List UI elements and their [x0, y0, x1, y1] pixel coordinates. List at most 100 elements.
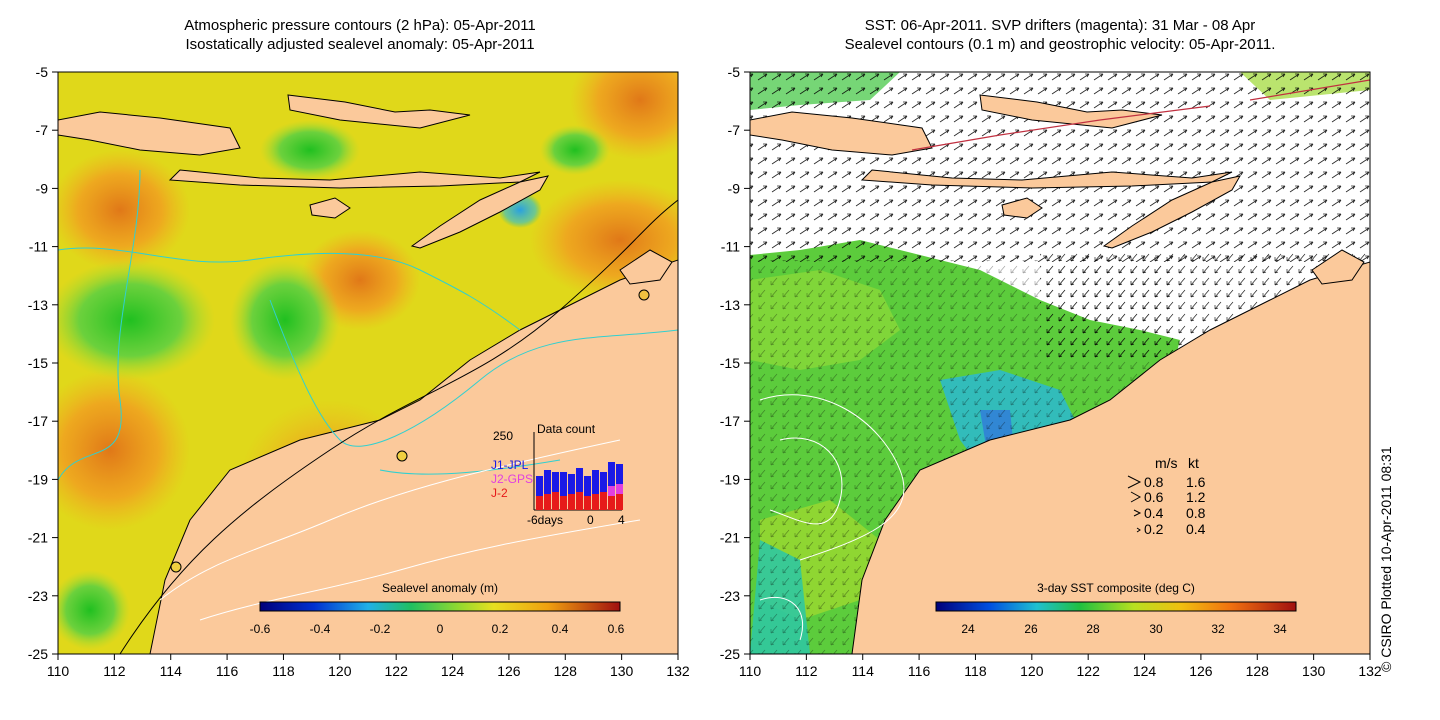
y-tick-label: -11	[29, 239, 48, 255]
inset-bar	[552, 472, 559, 492]
inset-series-j1: J1-JPL	[491, 458, 529, 472]
left-map	[58, 72, 678, 654]
arrow-0.8-icon	[1127, 475, 1142, 489]
right-map	[750, 72, 1370, 654]
arrow-0.4-icon	[1133, 509, 1142, 517]
anomaly-colorbar-ticks: -0.6 -0.4 -0.2 0 0.2 0.4 0.6	[250, 622, 625, 636]
speed-legend: m/s kt 0.8 1.6 0.6 1.2 0.4 0.8 0.2 0.4	[1127, 455, 1206, 537]
anomaly-colorbar-label: Sealevel anomaly (m)	[382, 581, 498, 595]
y-tick-label: -7	[728, 122, 741, 138]
inset-bar	[600, 492, 607, 510]
y-tick-label: -21	[28, 530, 48, 546]
arrow-0.2-icon	[1136, 527, 1141, 533]
inset-bar	[568, 474, 575, 494]
x-tick-label: 128	[1246, 663, 1270, 679]
inset-bar	[584, 476, 591, 496]
inset-bar	[560, 496, 567, 510]
x-tick-label: 110	[47, 663, 70, 679]
y-tick-label: -25	[720, 646, 740, 662]
anomaly-tick: -0.4	[310, 622, 331, 636]
y-tick-label: -11	[721, 239, 740, 255]
x-tick-label: 126	[1189, 663, 1213, 679]
anomaly-tick: -0.6	[250, 622, 271, 636]
inset-bar	[608, 462, 615, 486]
x-tick-label: 124	[1133, 663, 1157, 679]
x-tick-label: 126	[497, 663, 521, 679]
sst-colorbar-label: 3-day SST composite (deg C)	[1037, 581, 1195, 595]
x-tick-label: 130	[610, 663, 634, 679]
inset-bar	[544, 470, 551, 494]
inset-bar	[616, 464, 623, 484]
inset-bars	[536, 462, 623, 510]
inset-bar	[576, 492, 583, 510]
inset-bar	[592, 470, 599, 494]
y-tick-label: -23	[720, 588, 740, 604]
left-title-line2: Isostatically adjusted sealevel anomaly:…	[185, 36, 535, 53]
y-tick-label: -15	[28, 355, 48, 371]
right-map-title: SST: 06-Apr-2011. SVP drifters (magenta)…	[770, 16, 1350, 54]
inset-bar	[608, 486, 615, 496]
y-tick-label: -9	[36, 180, 49, 196]
x-tick-label: 116	[216, 663, 239, 679]
x-tick-label: 112	[103, 663, 126, 679]
y-tick-label: -15	[720, 355, 740, 371]
speed-kt: 0.4	[1186, 521, 1206, 537]
x-tick-label: 120	[1020, 663, 1044, 679]
speed-kt: 1.6	[1186, 474, 1206, 490]
speed-legend-kt-header: kt	[1188, 455, 1199, 471]
left-map-title: Atmospheric pressure contours (2 hPa): 0…	[110, 16, 610, 54]
inset-title: Data count	[537, 422, 596, 436]
inset-bar	[536, 496, 543, 510]
inset-bar	[576, 468, 583, 492]
speed-legend-ms-header: m/s	[1155, 455, 1178, 471]
left-title-line1: Atmospheric pressure contours (2 hPa): 0…	[184, 17, 536, 34]
right-title-line2: Sealevel contours (0.1 m) and geostrophi…	[844, 36, 1276, 53]
speed-ms: 0.6	[1144, 489, 1164, 505]
inset-bar	[536, 476, 543, 496]
right-title-line1: SST: 06-Apr-2011. SVP drifters (magenta)…	[864, 17, 1256, 34]
right-map-axes: 110 112 114 116 118 120 122 124 126 128 130 132 -5 -7…	[720, 64, 1382, 679]
inset-bar	[584, 496, 591, 510]
y-tick-label: -17	[28, 413, 48, 429]
y-tick-label: -7	[36, 122, 49, 138]
inset-xtick-start: -6days	[527, 513, 563, 527]
x-tick-label: 130	[1302, 663, 1326, 679]
anomaly-tick: 0.4	[552, 622, 569, 636]
speed-kt: 1.2	[1186, 489, 1206, 505]
x-tick-label: 122	[1077, 663, 1101, 679]
data-count-inset: Data count 250 J1-JPL J2-GPS J-2 -6days …	[491, 422, 625, 527]
y-tick-label: -19	[720, 471, 740, 487]
inset-bar	[544, 494, 551, 510]
speed-kt: 0.8	[1186, 505, 1206, 521]
inset-bar	[592, 494, 599, 510]
x-tick-label: 132	[1358, 663, 1382, 679]
y-tick-label: -25	[28, 646, 48, 662]
sst-tick: 30	[1149, 622, 1163, 636]
anomaly-tick: 0.2	[492, 622, 509, 636]
y-tick-label: -5	[728, 64, 741, 80]
inset-bar	[608, 496, 615, 510]
anomaly-tick: -0.2	[370, 622, 391, 636]
x-tick-label: 114	[160, 663, 183, 679]
y-tick-label: -13	[720, 297, 740, 313]
left-map-axes: 110 112 114 116 118 120 122 124 126 128 130 132 -5 -7…	[28, 64, 690, 679]
inset-bar	[616, 494, 623, 510]
anomaly-tick: 0.6	[608, 622, 625, 636]
speed-ms: 0.2	[1144, 521, 1164, 537]
x-tick-label: 110	[739, 663, 762, 679]
sst-tick: 26	[1024, 622, 1038, 636]
x-tick-label: 116	[908, 663, 931, 679]
x-tick-label: 112	[795, 663, 818, 679]
y-tick-label: -21	[720, 530, 740, 546]
y-tick-label: -13	[28, 297, 48, 313]
x-tick-label: 128	[554, 663, 578, 679]
anomaly-tick: 0	[437, 622, 444, 636]
y-tick-label: -19	[28, 471, 48, 487]
x-tick-label: 118	[964, 663, 987, 679]
x-tick-label: 114	[852, 663, 875, 679]
anomaly-colorbar: Sealevel anomaly (m) -0.6 -0.4 -0.2 0 0.…	[250, 581, 625, 636]
y-tick-label: -17	[720, 413, 740, 429]
x-tick-label: 118	[272, 663, 295, 679]
x-tick-label: 124	[441, 663, 465, 679]
